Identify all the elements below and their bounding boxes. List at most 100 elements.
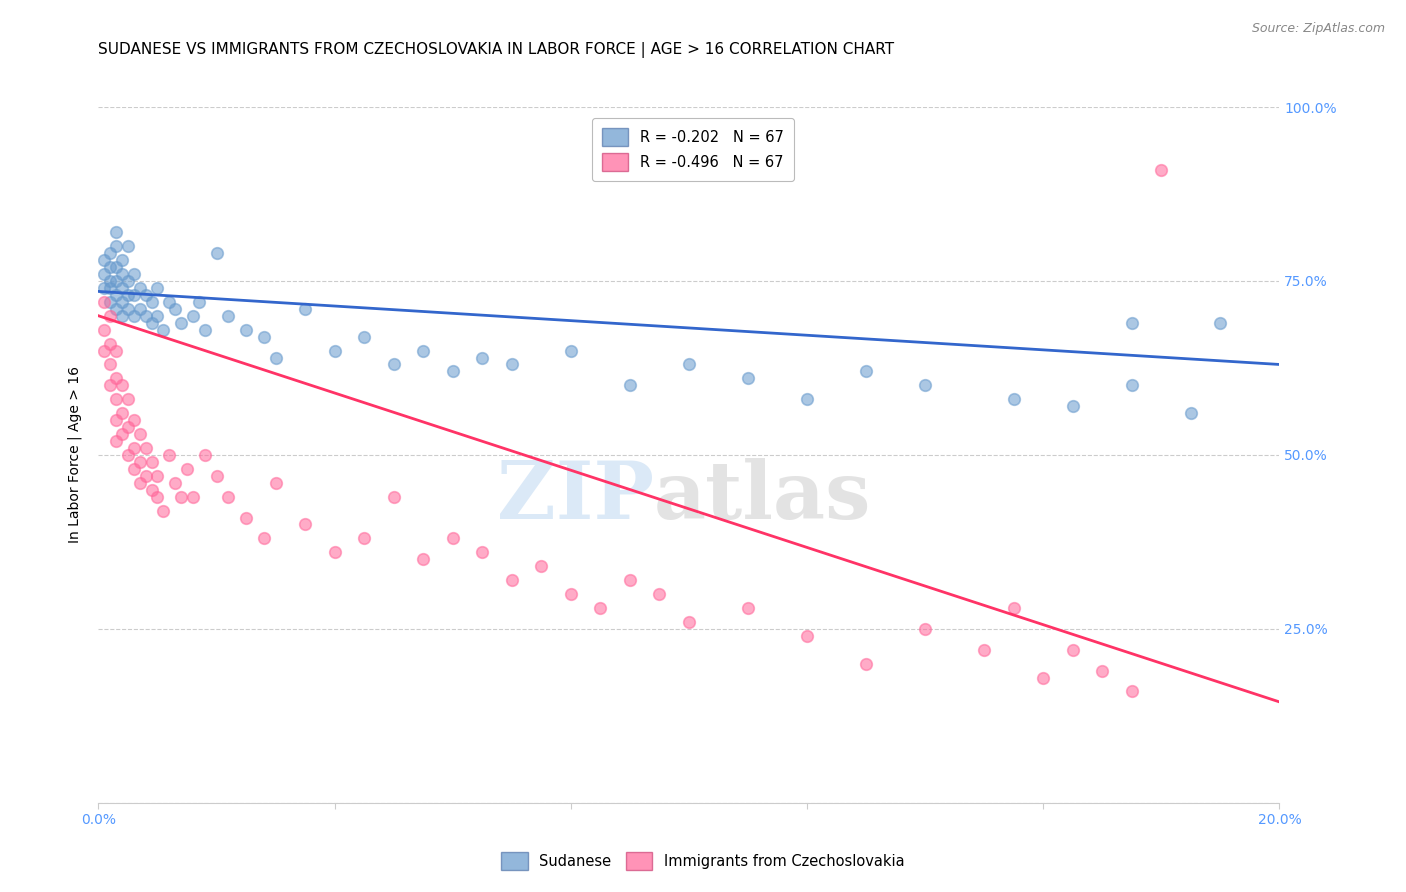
Point xyxy=(93,253,115,268)
Point xyxy=(194,448,217,462)
Point xyxy=(111,427,134,442)
Point xyxy=(235,510,257,524)
Point xyxy=(146,490,169,504)
Point xyxy=(122,309,145,323)
Point xyxy=(1032,671,1054,685)
Point xyxy=(98,260,121,274)
Point xyxy=(170,316,193,330)
Point xyxy=(93,323,115,337)
Point xyxy=(105,239,128,253)
Text: ZIP: ZIP xyxy=(496,458,654,536)
Point xyxy=(135,441,157,455)
Point xyxy=(217,490,239,504)
Point xyxy=(441,364,464,378)
Point xyxy=(105,274,128,288)
Point xyxy=(122,413,145,427)
Point xyxy=(914,622,936,636)
Point xyxy=(152,323,174,337)
Point xyxy=(412,343,434,358)
Point xyxy=(135,468,157,483)
Point xyxy=(796,392,818,407)
Point xyxy=(141,294,163,309)
Point xyxy=(98,309,121,323)
Point xyxy=(648,587,671,601)
Point xyxy=(152,503,174,517)
Point xyxy=(914,378,936,392)
Point xyxy=(1002,392,1025,407)
Y-axis label: In Labor Force | Age > 16: In Labor Force | Age > 16 xyxy=(67,367,83,543)
Point xyxy=(117,420,139,434)
Point xyxy=(353,329,375,343)
Point xyxy=(122,288,145,302)
Point xyxy=(122,462,145,476)
Point xyxy=(128,455,150,469)
Point xyxy=(619,573,641,587)
Point xyxy=(253,532,276,546)
Point xyxy=(205,468,228,483)
Point xyxy=(382,358,405,372)
Point xyxy=(1121,378,1143,392)
Point xyxy=(412,552,434,566)
Point xyxy=(117,392,139,407)
Point xyxy=(93,343,115,358)
Point xyxy=(98,294,121,309)
Point xyxy=(176,462,198,476)
Point xyxy=(1121,684,1143,698)
Point xyxy=(235,323,257,337)
Point xyxy=(141,483,163,497)
Point xyxy=(122,441,145,455)
Point xyxy=(796,629,818,643)
Point xyxy=(105,413,128,427)
Point xyxy=(111,253,134,268)
Point xyxy=(1002,601,1025,615)
Point xyxy=(294,517,316,532)
Point xyxy=(471,545,494,559)
Point xyxy=(1209,316,1232,330)
Point xyxy=(128,301,150,316)
Point xyxy=(111,309,134,323)
Point xyxy=(737,601,759,615)
Point xyxy=(560,587,582,601)
Point xyxy=(973,642,995,657)
Point xyxy=(471,351,494,365)
Point xyxy=(560,343,582,358)
Point xyxy=(1150,162,1173,177)
Text: atlas: atlas xyxy=(654,458,870,536)
Point xyxy=(157,294,180,309)
Point xyxy=(217,309,239,323)
Point xyxy=(323,545,346,559)
Point xyxy=(165,475,187,490)
Point xyxy=(105,301,128,316)
Point xyxy=(441,532,464,546)
Point xyxy=(678,615,700,629)
Point xyxy=(93,294,115,309)
Point xyxy=(170,490,193,504)
Text: SUDANESE VS IMMIGRANTS FROM CZECHOSLOVAKIA IN LABOR FORCE | AGE > 16 CORRELATION: SUDANESE VS IMMIGRANTS FROM CZECHOSLOVAK… xyxy=(98,42,894,58)
Point xyxy=(128,427,150,442)
Point xyxy=(117,239,139,253)
Point xyxy=(1062,399,1084,413)
Point xyxy=(855,364,877,378)
Point xyxy=(128,281,150,295)
Point xyxy=(264,475,287,490)
Point xyxy=(105,260,128,274)
Point xyxy=(122,267,145,281)
Point xyxy=(93,281,115,295)
Point xyxy=(98,246,121,260)
Point xyxy=(146,281,169,295)
Point xyxy=(1062,642,1084,657)
Point xyxy=(111,267,134,281)
Point xyxy=(264,351,287,365)
Point xyxy=(530,559,553,574)
Point xyxy=(117,301,139,316)
Point xyxy=(98,281,121,295)
Point xyxy=(855,657,877,671)
Point xyxy=(589,601,612,615)
Point xyxy=(105,343,128,358)
Point xyxy=(141,455,163,469)
Point xyxy=(98,274,121,288)
Point xyxy=(135,309,157,323)
Point xyxy=(146,468,169,483)
Point xyxy=(501,358,523,372)
Point xyxy=(205,246,228,260)
